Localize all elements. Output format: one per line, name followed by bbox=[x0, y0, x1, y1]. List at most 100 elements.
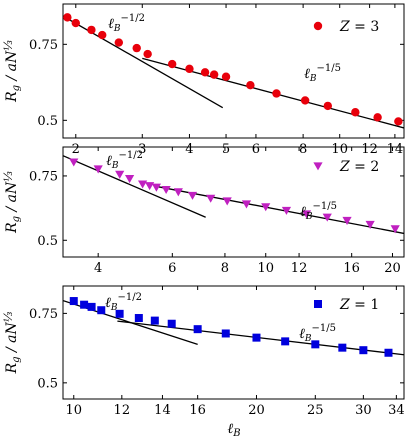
plot-frame bbox=[62, 146, 405, 258]
y-tick-label: 0.75 bbox=[29, 38, 58, 53]
data-point bbox=[281, 206, 292, 215]
data-point bbox=[281, 337, 290, 346]
annotation-slope-half: ℓB−1/2 bbox=[105, 292, 142, 313]
data-point bbox=[173, 188, 183, 197]
y-tick-label: 0.5 bbox=[37, 376, 58, 391]
data-point bbox=[87, 25, 96, 35]
x-tick-label: 16 bbox=[343, 261, 360, 276]
data-point bbox=[390, 225, 400, 234]
data-point bbox=[167, 59, 177, 69]
x-tick-label: 6 bbox=[168, 261, 176, 276]
data-point bbox=[241, 200, 252, 209]
data-point bbox=[301, 210, 312, 219]
x-tick-label: 12 bbox=[114, 403, 131, 418]
data-point bbox=[69, 158, 79, 167]
data-point bbox=[93, 165, 103, 174]
legend-label: Z = 2 bbox=[339, 159, 379, 175]
data-point bbox=[351, 108, 360, 117]
data-point bbox=[187, 191, 198, 200]
plot-frame bbox=[62, 285, 405, 400]
legend-label: Z = 3 bbox=[339, 19, 379, 35]
legend-label: Z = 1 bbox=[339, 297, 379, 313]
data-point bbox=[384, 348, 393, 357]
legend-marker bbox=[314, 300, 322, 308]
data-point bbox=[138, 180, 148, 189]
data-point bbox=[261, 203, 271, 212]
data-point bbox=[97, 306, 106, 315]
x-tick-label: 20 bbox=[384, 261, 401, 276]
data-point bbox=[115, 170, 125, 179]
fit-line-slope-half bbox=[63, 155, 206, 218]
data-point bbox=[87, 302, 96, 311]
y-axis-label: Rg / aN⅓ bbox=[2, 171, 22, 234]
legend-marker bbox=[313, 21, 323, 31]
y-axis-label: Rg / aN⅓ bbox=[2, 311, 22, 374]
data-point bbox=[143, 49, 152, 59]
data-point bbox=[221, 72, 231, 81]
annotation-slope-fifth: ℓB−1/5 bbox=[299, 323, 336, 344]
x-tick-label: 10 bbox=[331, 142, 348, 157]
panel-z3: 2 3 4 5 6 8 10 12 14 0.5 0.75 ℓB−1/2 ℓB−1/5 Z = 3 Rg /… bbox=[2, 3, 405, 157]
x-axis-label: ℓB bbox=[227, 421, 240, 439]
data-point bbox=[69, 297, 78, 306]
annotation-slope-fifth: ℓB−1/5 bbox=[304, 63, 341, 84]
data-point bbox=[311, 340, 320, 349]
data-point bbox=[185, 64, 194, 74]
x-tick-label: 4 bbox=[94, 261, 102, 276]
panel-z1: 10 12 14 16 20 25 30 34 0.5 0.75 ℓB−1/2 ℓB−1/5Z = 1… bbox=[2, 285, 405, 418]
x-tick-label: 12 bbox=[361, 142, 378, 157]
fit-line-slope-half bbox=[63, 15, 224, 109]
x-tick-label: 8 bbox=[221, 261, 229, 276]
data-point bbox=[322, 213, 332, 222]
y-tick-label: 0.75 bbox=[29, 169, 58, 184]
data-point bbox=[80, 300, 89, 309]
data-point bbox=[222, 197, 232, 206]
data-point bbox=[221, 329, 230, 338]
x-tick-label: 5 bbox=[222, 142, 230, 157]
data-point bbox=[125, 175, 135, 184]
x-tick-label: 14 bbox=[154, 403, 171, 418]
data-point bbox=[132, 43, 141, 53]
legend-marker bbox=[313, 162, 323, 171]
data-point bbox=[114, 38, 124, 47]
data-point bbox=[272, 89, 281, 98]
data-point bbox=[134, 314, 143, 323]
data-point bbox=[206, 194, 216, 203]
panel-z2: 4 6 8 10 12 16 20 0.5 0.75 ℓB−1/2 ℓB−1/5 Z = 2 Rg / … bbox=[2, 146, 405, 276]
fit-line-slope-fifth bbox=[156, 185, 404, 235]
x-tick-label: 14 bbox=[387, 142, 404, 157]
x-tick-label: 12 bbox=[291, 261, 308, 276]
data-point bbox=[373, 113, 382, 122]
data-point bbox=[359, 346, 368, 355]
data-point bbox=[161, 185, 171, 194]
y-axis-label: Rg / aN⅓ bbox=[2, 40, 22, 103]
data-point bbox=[246, 81, 255, 90]
x-tick-label: 10 bbox=[257, 261, 274, 276]
data-point bbox=[193, 325, 202, 334]
data-point bbox=[300, 96, 310, 105]
y-tick-label: 0.5 bbox=[37, 114, 58, 129]
y-tick-label: 0.5 bbox=[37, 234, 58, 249]
plot-frame bbox=[62, 3, 405, 139]
data-point bbox=[98, 30, 107, 40]
annotation-slope-half: ℓB−1/2 bbox=[108, 13, 145, 34]
data-point bbox=[323, 101, 333, 111]
annotation-slope-fifth: ℓB−1/5 bbox=[300, 201, 337, 222]
y-tick-label: 0.75 bbox=[29, 307, 58, 322]
data-point bbox=[151, 183, 162, 192]
data-point bbox=[200, 68, 210, 77]
x-tick-label: 10 bbox=[65, 403, 82, 418]
x-tick-label: 6 bbox=[252, 142, 260, 157]
x-tick-label: 30 bbox=[355, 403, 372, 418]
data-point bbox=[63, 13, 72, 22]
data-point bbox=[342, 216, 352, 225]
data-point bbox=[338, 343, 347, 352]
x-tick-label: 16 bbox=[189, 403, 206, 418]
data-point bbox=[252, 333, 261, 342]
data-point bbox=[71, 18, 80, 28]
x-tick-label: 25 bbox=[307, 403, 324, 418]
x-tick-label: 34 bbox=[388, 403, 405, 418]
x-tick-label: 8 bbox=[299, 142, 307, 157]
x-tick-label: 3 bbox=[138, 142, 146, 157]
